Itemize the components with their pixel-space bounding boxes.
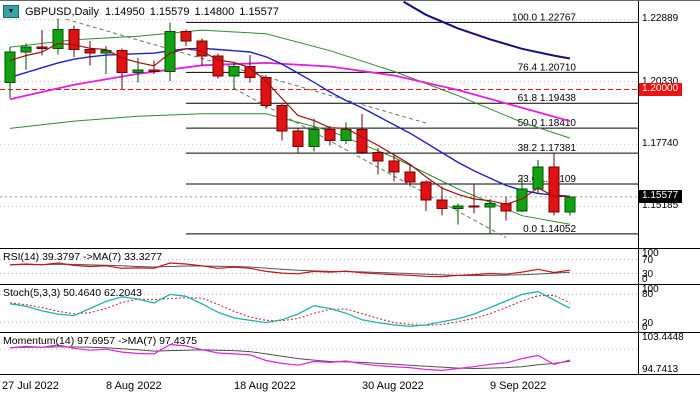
momentum-axis-label: 103.4448 (642, 332, 684, 343)
fib-level-label: 100.0 1.22767 (512, 12, 576, 23)
panel-separator[interactable] (0, 284, 700, 285)
ohlc-readout: 1.14950 1.15579 1.14800 1.15577 (105, 6, 279, 18)
panel-separator[interactable] (0, 374, 700, 375)
rsi-ma (9, 263, 571, 277)
ma-slow-magenta (9, 61, 571, 122)
panel-separator[interactable] (0, 248, 700, 249)
price-chart-pane[interactable]: 100.0 1.22767 76.4 1.20710 61.8 1.19438 50.… (0, 1, 638, 248)
momentum-ma (9, 346, 571, 370)
chart-header: ▼ GBPUSD,Daily 1.14950 1.15579 1.14800 1… (3, 4, 279, 19)
stoch-axis-label: 80 (642, 289, 654, 301)
rsi-indicator-pane[interactable]: RSI(14) 39.3797 ->MA(7) 33.3277 (0, 249, 638, 284)
stoch-axis-label: 100 (642, 284, 659, 295)
rsi-axis-label: 100 (642, 248, 659, 259)
fib-level-label: 50.0 1.18410 (518, 118, 577, 129)
chevron-down-icon: ▼ (7, 8, 15, 15)
ohlc-open: 1.14950 (104, 5, 145, 18)
date-tick-label: 8 Aug 2022 (106, 380, 162, 392)
ma-long-navy (403, 1, 571, 60)
price-axis-badge: 1.20000 (639, 82, 683, 96)
stoch-signal (9, 294, 571, 326)
stoch-main (9, 290, 571, 328)
symbol-dropdown-button[interactable]: ▼ (3, 5, 19, 18)
date-tick-label: 18 Aug 2022 (234, 380, 296, 392)
ma-fast-red (9, 42, 571, 205)
momentum-label: Momentum(14) 97.6957 ->MA(7) 97.4375 (3, 335, 198, 347)
stochastic-indicator-pane[interactable]: Stoch(5,3,3) 50.4640 62.2043 (0, 285, 638, 332)
momentum-axis-label: 94.7413 (642, 364, 679, 375)
rsi-axis-label: 70 (642, 254, 654, 266)
panel-separator[interactable] (0, 332, 700, 333)
ohlc-low: 1.14800 (194, 5, 235, 18)
stoch-axis-label: 20 (642, 317, 654, 329)
fib-level-label: 0.0 1.14052 (523, 224, 576, 235)
stoch-axis-label: 0 (642, 322, 648, 333)
trendline (233, 87, 507, 239)
rsi-label: RSI(14) 39.3797 ->MA(7) 33.3277 (3, 251, 163, 263)
price-axis-label: 1.15185 (642, 200, 679, 212)
bollinger-upper (9, 29, 571, 139)
fib-level-label: 38.2 1.17381 (518, 143, 577, 154)
date-tick-label: 30 Aug 2022 (362, 380, 424, 392)
date-tick-label: 27 Jul 2022 (2, 380, 59, 392)
fib-level-label: 61.8 1.19438 (518, 93, 577, 104)
price-axis-label: 1.20330 (642, 75, 679, 87)
momentum-canvas (0, 343, 638, 372)
rsi-canvas (0, 259, 638, 278)
price-axis[interactable]: 1.22889 1.20330 1.17740 1.15185 1.20000 1.155… (638, 1, 700, 375)
ohlc-high: 1.15579 (149, 5, 190, 18)
rsi-main (9, 262, 571, 278)
ma-medium-blue (9, 47, 571, 197)
fib-level-label: 23.6 1.16109 (518, 174, 577, 185)
price-axis-label: 1.17740 (642, 138, 679, 150)
rsi-axis-label: 30 (642, 268, 654, 280)
ohlc-close: 1.15577 (239, 5, 280, 18)
rsi-axis-label: 0 (642, 274, 648, 285)
fibonacci-layer: 100.0 1.22767 76.4 1.20710 61.8 1.19438 50.… (186, 12, 638, 235)
date-tick-label: 9 Sep 2022 (490, 380, 547, 392)
price-axis-badge: 1.15577 (639, 189, 683, 203)
candlestick-layer (4, 18, 576, 235)
momentum-indicator-pane[interactable]: Momentum(14) 97.6957 ->MA(7) 97.4375 (0, 333, 638, 374)
symbol-timeframe-label: GBPUSD,Daily (25, 5, 99, 18)
price-axis-label: 1.22889 (642, 13, 679, 25)
time-axis[interactable]: 27 Jul 2022 8 Aug 2022 18 Aug 2022 30 Aug 2… (0, 375, 700, 400)
stoch-canvas (0, 290, 638, 328)
stochastic-label: Stoch(5,3,3) 50.4640 62.2043 (3, 287, 142, 299)
fib-level-label: 76.4 1.20710 (518, 62, 577, 73)
price-chart-canvas: 100.0 1.22767 76.4 1.20710 61.8 1.19438 50.… (0, 1, 638, 239)
momentum-main (9, 343, 571, 372)
